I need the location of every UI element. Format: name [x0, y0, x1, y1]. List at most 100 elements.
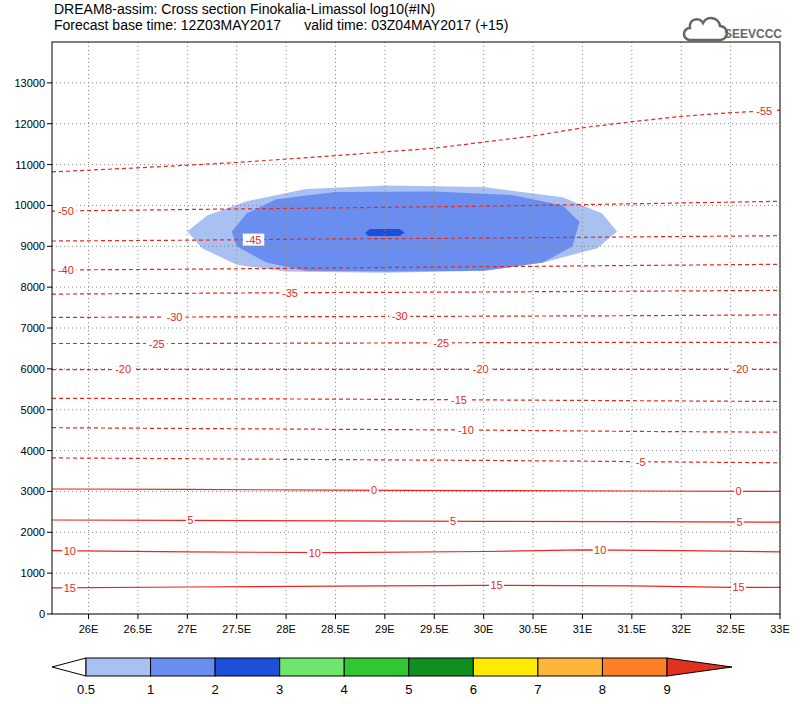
colorbar-box: [409, 658, 474, 676]
y-tick-label: 9000: [21, 240, 45, 252]
x-tick-label: 26.5E: [124, 623, 153, 635]
grid-line: [52, 246, 780, 247]
contour-label-bg: [470, 363, 492, 375]
y-tick: [47, 205, 52, 206]
contour-label: -55: [756, 105, 772, 117]
colorbar-label: 2: [211, 682, 218, 697]
x-tick-label: 29E: [375, 623, 395, 635]
y-tick-label: 5000: [21, 404, 45, 416]
y-tick: [47, 123, 52, 124]
contour-label-bg: [164, 311, 186, 323]
contour-label-bg: [62, 545, 77, 557]
y-tick-label: 1000: [21, 567, 45, 579]
x-tick-label: 33E: [770, 623, 790, 635]
contour-line: [52, 550, 780, 553]
contour-labels: -55-50-45-40-35-30-30-25-25-20-20-20-15-…: [55, 105, 775, 594]
y-tick-label: 0: [39, 608, 45, 620]
contour-label: -10: [458, 424, 474, 436]
contour-line: [52, 428, 780, 433]
colorbar-box: [151, 658, 216, 676]
x-tick: [582, 614, 583, 619]
x-tick-label: 26E: [79, 623, 99, 635]
contour-label: 10: [309, 547, 321, 559]
contour-label-bg: [55, 205, 77, 217]
grid-line: [52, 205, 780, 206]
contour-label-bg: [449, 515, 458, 527]
x-tick: [187, 614, 188, 619]
colorbar-under: [52, 658, 86, 676]
contour-label: 5: [187, 514, 193, 526]
colorbar-box: [280, 658, 345, 676]
y-tick: [47, 409, 52, 410]
colorbar-box: [473, 658, 538, 676]
logo-text: SEEVCCC: [724, 27, 782, 41]
y-tick-label: 3000: [21, 485, 45, 497]
x-tick: [483, 614, 484, 619]
contour-line: [52, 110, 780, 172]
grid-line: [52, 164, 780, 165]
colorbar-box: [86, 658, 151, 676]
contour-label-bg: [448, 394, 470, 406]
contour-label-bg: [455, 424, 477, 436]
y-tick: [47, 450, 52, 451]
x-tick-label: 27.5E: [222, 623, 251, 635]
y-tick: [47, 246, 52, 247]
y-tick: [47, 368, 52, 369]
grid-line: [52, 123, 780, 124]
contour-label-bg: [753, 105, 775, 117]
contour-line: [52, 236, 780, 241]
x-tick-label: 30E: [474, 623, 494, 635]
x-tick: [631, 614, 632, 619]
x-tick: [533, 614, 534, 619]
y-tick-label: 7000: [21, 322, 45, 334]
contour-label: 15: [64, 582, 76, 594]
x-tick: [137, 614, 138, 619]
contour-label-bg: [112, 363, 134, 375]
x-tick: [730, 614, 731, 619]
contour-line: [52, 315, 780, 318]
contour-label-bg: [489, 579, 504, 591]
x-tick: [384, 614, 385, 619]
contour-label: 5: [736, 516, 742, 528]
colorbar-label: 5: [405, 682, 412, 697]
contour-label: 0: [371, 484, 377, 496]
x-tick-label: 27E: [178, 623, 198, 635]
grid-line: [52, 450, 780, 451]
grid-line: [286, 42, 287, 614]
x-tick-label: 30.5E: [519, 623, 548, 635]
grid-line: [434, 42, 435, 614]
x-tick: [335, 614, 336, 619]
contour-label: -50: [58, 205, 74, 217]
grid-line: [52, 368, 780, 369]
y-tick-label: 6000: [21, 363, 45, 375]
colorbar-label: 6: [470, 682, 477, 697]
contour-label: -20: [473, 363, 489, 375]
contour-label-bg: [734, 485, 743, 497]
contour-label: -35: [282, 287, 298, 299]
contour-line: [52, 585, 780, 588]
grid-line: [730, 42, 731, 614]
x-tick-label: 31.5E: [617, 623, 646, 635]
contour-label-bg: [389, 310, 411, 322]
colorbar-box: [215, 658, 280, 676]
y-tick: [47, 491, 52, 492]
x-tick: [434, 614, 435, 619]
logo: SEEVCCC: [684, 18, 782, 41]
contour-label-bg: [186, 514, 195, 526]
y-tick-label: 8000: [21, 281, 45, 293]
contour-label: 10: [64, 545, 76, 557]
chart: DREAM8-assim: Cross section Finokalia-Li…: [0, 0, 800, 704]
colorbar: 0.5123456789: [52, 658, 732, 697]
frame: [52, 42, 780, 614]
grid-line: [187, 42, 188, 614]
y-tick: [47, 532, 52, 533]
contour-line: [52, 520, 780, 522]
y-tick-label: 2000: [21, 526, 45, 538]
contour-label: 15: [490, 579, 502, 591]
y-tick: [47, 614, 52, 615]
contour-line: [52, 201, 780, 211]
x-tick-label: 28E: [276, 623, 296, 635]
contour-label: -20: [115, 363, 131, 375]
contour-label: 5: [450, 515, 456, 527]
contour-label: -45: [246, 234, 262, 246]
